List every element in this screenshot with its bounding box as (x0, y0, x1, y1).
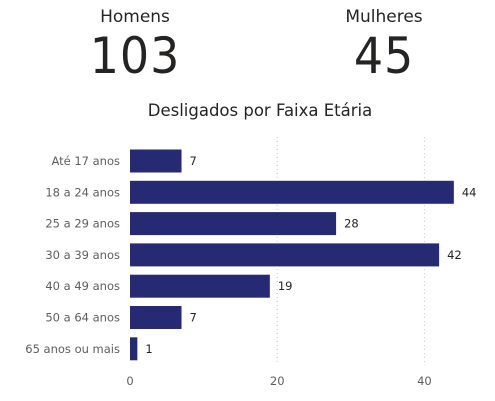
x-tick-label: 0 (126, 374, 133, 388)
data-label: 1 (145, 342, 152, 356)
bar (130, 243, 440, 267)
data-label: 44 (462, 185, 477, 199)
chart-title: Desligados por Faixa Etária (147, 101, 373, 120)
data-label: 28 (344, 217, 359, 231)
category-label: 40 a 49 anos (45, 279, 120, 293)
category-label: 25 a 29 anos (45, 217, 120, 231)
data-label: 7 (190, 154, 197, 168)
data-label: 7 (190, 311, 197, 325)
bar (130, 149, 182, 173)
women-kpi-value: 45 (353, 27, 415, 85)
women-kpi-card: Mulheres 45 (318, 6, 450, 84)
bar (130, 306, 182, 329)
x-tick-label: 40 (417, 374, 432, 388)
data-label: 42 (447, 248, 462, 262)
x-tick-label: 20 (270, 374, 285, 388)
men-kpi-label: Homens (100, 7, 170, 27)
men-kpi-card: Homens 103 (76, 6, 194, 84)
bar (130, 337, 138, 361)
bar (130, 274, 270, 298)
category-label: 50 a 64 anos (45, 311, 120, 325)
bar (130, 180, 454, 204)
category-label: Até 17 anos (51, 154, 120, 168)
category-label: 30 a 39 anos (45, 248, 120, 262)
women-kpi-label: Mulheres (345, 7, 423, 27)
bar (130, 212, 337, 236)
category-label: 65 anos ou mais (25, 342, 120, 356)
category-label: 18 a 24 anos (45, 185, 120, 199)
men-kpi-value: 103 (89, 27, 181, 85)
data-label: 19 (278, 279, 293, 293)
